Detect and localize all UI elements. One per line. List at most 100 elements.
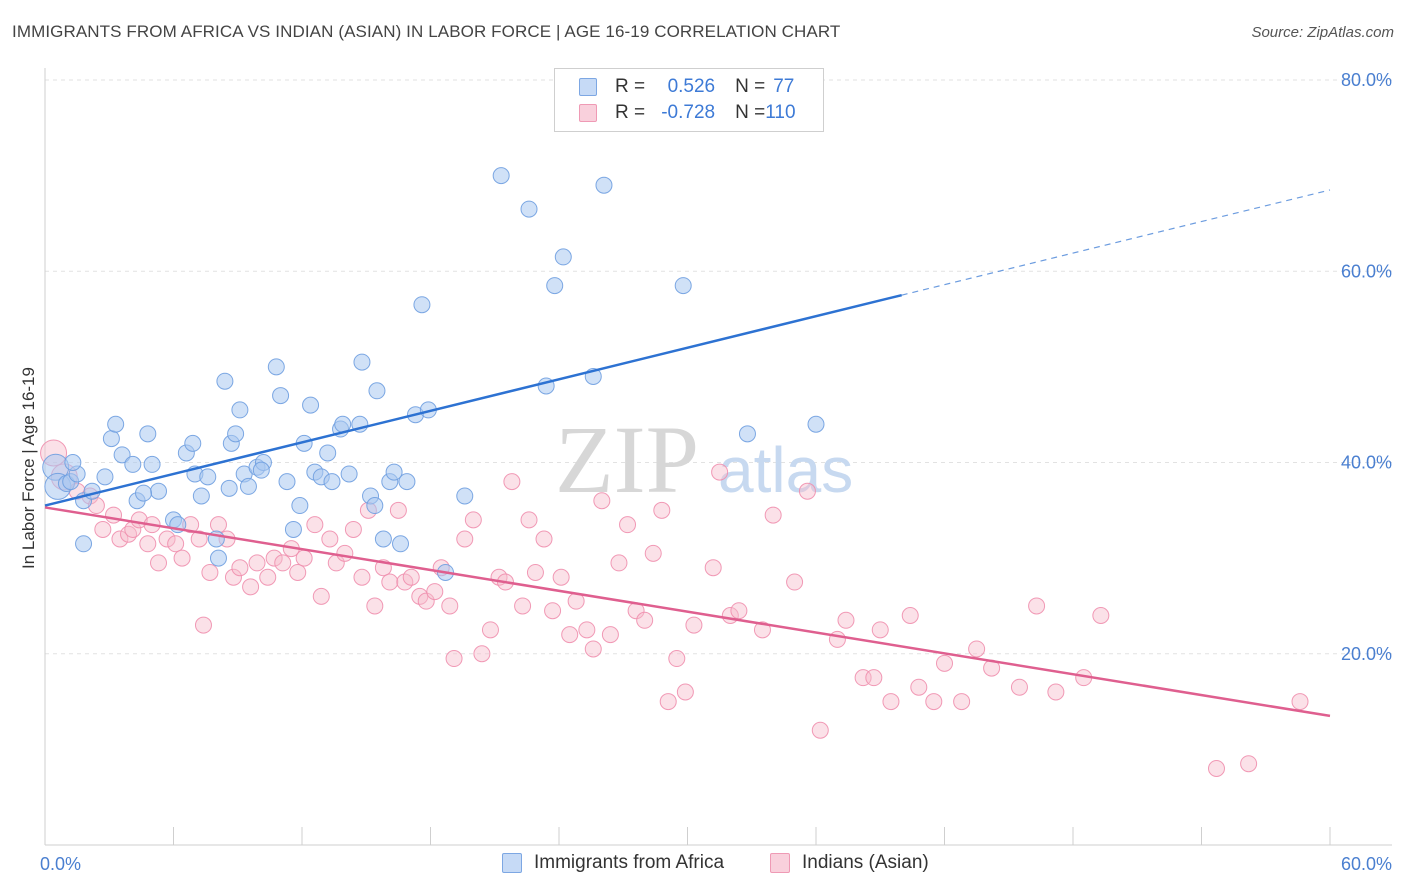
point-africa: [220, 479, 238, 497]
point-africa: [492, 167, 510, 185]
legend-swatch-indians: [770, 853, 790, 873]
point-indians: [417, 592, 435, 610]
point-africa: [216, 372, 234, 390]
point-africa: [520, 200, 538, 218]
point-indians: [544, 602, 562, 620]
point-indians: [167, 535, 185, 553]
point-africa: [75, 535, 93, 553]
point-africa: [353, 353, 371, 371]
legend-item-indians: Indians (Asian): [770, 852, 929, 874]
point-africa: [278, 473, 296, 491]
point-indians: [730, 602, 748, 620]
point-indians: [1010, 678, 1028, 696]
point-africa: [143, 455, 161, 473]
point-indians: [456, 530, 474, 548]
trend-lines: [44, 189, 1331, 718]
point-indians: [201, 563, 219, 581]
point-indians: [402, 568, 420, 586]
point-indians: [828, 630, 846, 648]
point-indians: [111, 530, 129, 548]
point-africa: [150, 482, 168, 500]
point-africa: [239, 477, 257, 495]
point-indians: [336, 544, 354, 562]
n-label: N =: [735, 102, 766, 123]
point-africa: [368, 382, 386, 400]
point-indians: [953, 693, 971, 711]
point-africa: [385, 463, 403, 481]
point-africa: [323, 473, 341, 491]
point-indians: [936, 654, 953, 672]
point-indians: [242, 578, 260, 596]
point-indians: [882, 693, 900, 711]
point-indians: [381, 573, 399, 591]
point-indians: [289, 563, 307, 581]
point-africa: [184, 434, 202, 452]
trend-line-africa-extension: [901, 189, 1331, 296]
point-indians: [601, 626, 619, 644]
n-value-africa: 77: [773, 76, 795, 97]
point-africa: [291, 497, 309, 515]
point-indians: [139, 535, 157, 553]
point-indians: [481, 621, 499, 639]
point-africa: [139, 425, 157, 443]
point-africa: [366, 497, 384, 515]
point-indians: [968, 640, 986, 658]
point-africa: [231, 401, 249, 419]
point-africa: [674, 277, 692, 295]
point-indians: [158, 530, 176, 548]
chart-title: IMMIGRANTS FROM AFRICA VS INDIAN (ASIAN)…: [12, 22, 841, 41]
point-indians: [711, 463, 729, 481]
point-africa: [302, 396, 320, 414]
point-indians: [901, 607, 919, 624]
point-indians: [426, 583, 444, 601]
watermark: ZIP atlas: [555, 406, 853, 513]
x-tick-label: 60.0%: [1341, 854, 1392, 874]
point-indians: [190, 530, 208, 548]
point-africa: [252, 461, 270, 479]
point-africa: [83, 482, 101, 500]
point-indians: [753, 621, 771, 639]
point-indians: [209, 516, 227, 534]
point-indians: [445, 650, 463, 668]
y-tick-label: 40.0%: [1341, 453, 1392, 473]
point-indians: [321, 530, 339, 548]
point-africa: [96, 468, 114, 486]
r-value-africa: 0.526: [667, 76, 716, 97]
point-indians: [306, 516, 324, 534]
n-value-indians: 110: [765, 102, 796, 123]
point-indians: [798, 482, 816, 500]
point-africa: [398, 473, 416, 491]
legend-label-africa: Immigrants from Africa: [534, 852, 725, 873]
r-value-indians: -0.728: [661, 102, 716, 123]
point-africa: [374, 530, 392, 548]
y-tick-label: 20.0%: [1341, 644, 1392, 664]
point-indians: [344, 520, 362, 538]
source-label: Source: ZipAtlas.com: [1251, 24, 1394, 41]
point-indians: [1028, 597, 1046, 615]
point-indians: [295, 549, 313, 567]
point-africa: [456, 487, 474, 505]
point-indians: [659, 693, 677, 711]
point-indians: [473, 645, 491, 663]
point-indians: [366, 597, 384, 615]
point-africa: [284, 520, 302, 538]
point-africa: [340, 465, 358, 483]
legend-swatch-indians: [579, 104, 597, 122]
n-label: N =: [735, 76, 766, 97]
point-africa: [192, 487, 210, 505]
point-indians: [704, 559, 722, 577]
point-africa: [209, 549, 227, 567]
point-africa: [272, 387, 290, 405]
point-indians: [441, 597, 459, 615]
point-indians: [353, 568, 371, 586]
r-label: R =: [615, 102, 646, 123]
tick-labels: 80.0% 60.0% 40.0% 20.0% 0.0% 60.0%: [40, 70, 1392, 874]
point-indians: [194, 616, 212, 634]
point-indians: [578, 621, 596, 639]
legend-swatch-africa: [502, 853, 522, 873]
point-indians: [764, 506, 782, 524]
point-indians: [1047, 683, 1065, 701]
legend-item-africa: Immigrants from Africa: [502, 852, 724, 874]
axes: [44, 68, 1392, 846]
point-indians: [265, 549, 283, 567]
